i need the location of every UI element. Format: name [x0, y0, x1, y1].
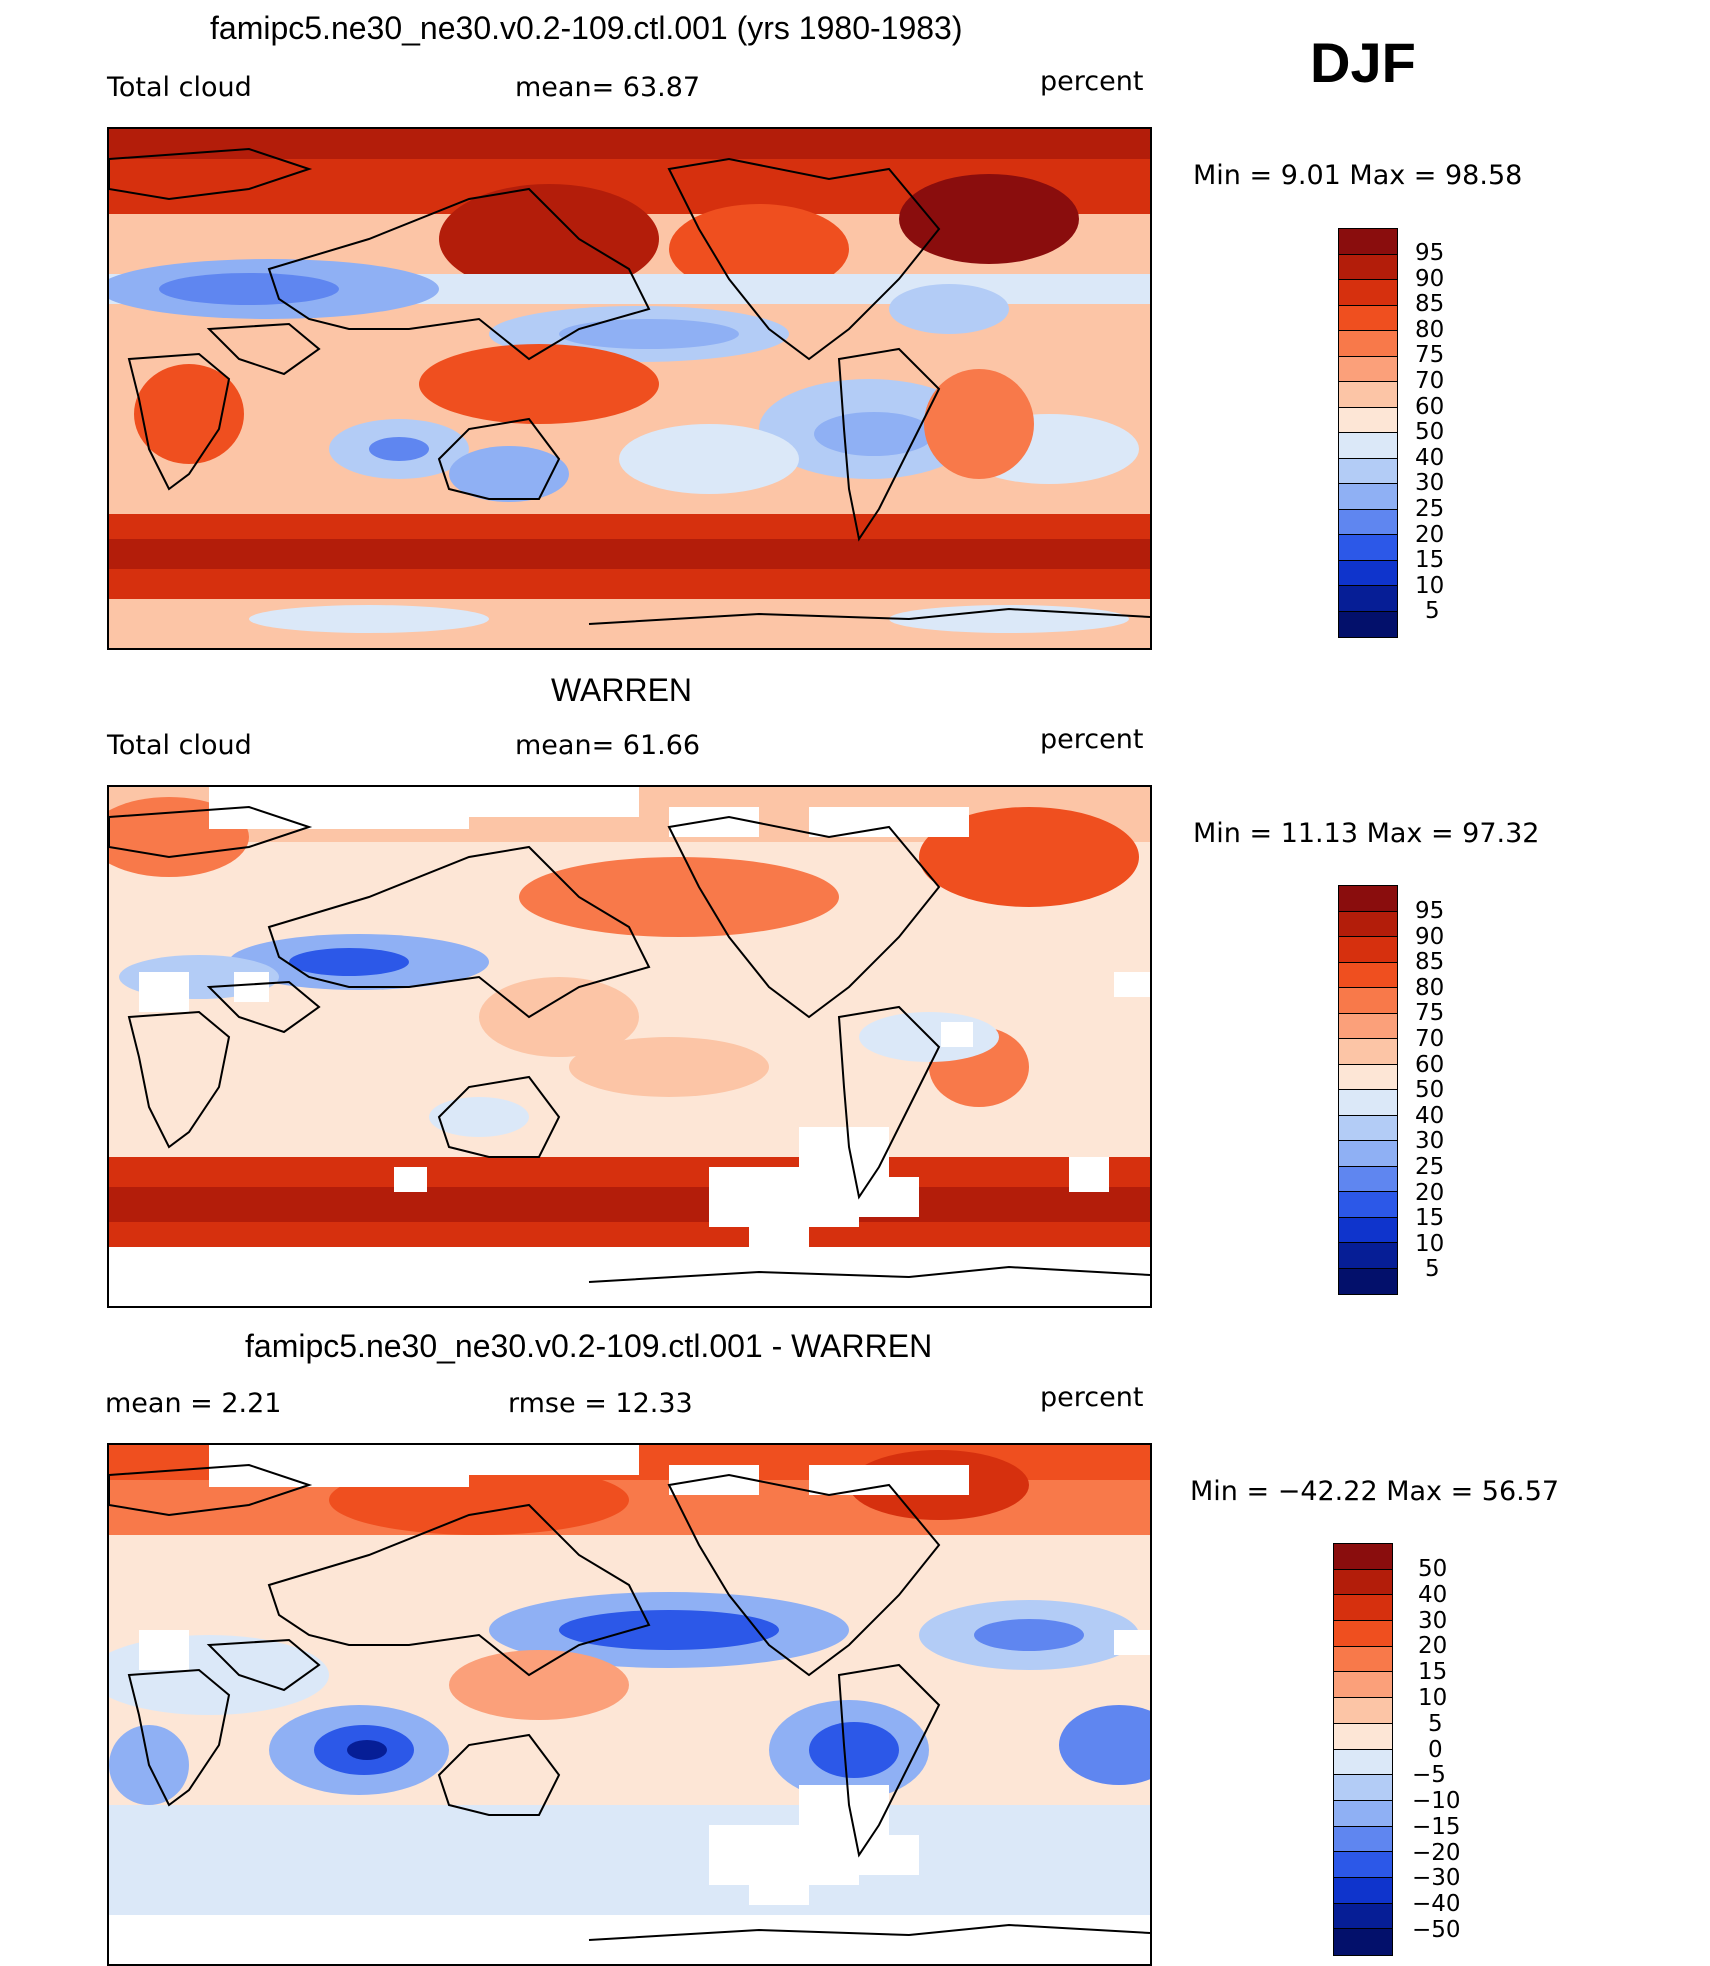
panel3-tick: −20: [1412, 1840, 1461, 1866]
panel3-tick: 0: [1428, 1737, 1443, 1763]
panel1-tick: 10: [1415, 573, 1445, 599]
panel3-tick: −15: [1412, 1814, 1461, 1840]
panel2-colorbar: [1338, 885, 1398, 1295]
panel2-variable-label: Total cloud: [107, 730, 252, 761]
panel3-tick: 40: [1418, 1582, 1448, 1608]
panel1-map: [107, 127, 1152, 650]
panel2-tick: 60: [1415, 1052, 1445, 1078]
panel2-title: WARREN: [551, 672, 693, 708]
panel2-tick: 75: [1415, 1000, 1445, 1026]
panel1-tick: 5: [1425, 598, 1440, 624]
panel2-tick: 30: [1415, 1128, 1445, 1154]
panel1-tick: 30: [1415, 470, 1445, 496]
panel1-tick: 25: [1415, 496, 1445, 522]
panel3-mean-label: mean = 2.21: [105, 1388, 282, 1419]
panel1-tick: 15: [1415, 547, 1445, 573]
panel3-tick: −40: [1412, 1891, 1461, 1917]
panel2-tick: 70: [1415, 1026, 1445, 1052]
panel1-tick: 85: [1415, 291, 1445, 317]
panel3-tick: 50: [1418, 1556, 1448, 1582]
panel2-minmax: Min = 11.13 Max = 97.32: [1193, 818, 1540, 849]
panel2-tick: 85: [1415, 949, 1445, 975]
season-label: DJF: [1310, 31, 1416, 94]
panel2-tick: 5: [1425, 1256, 1440, 1282]
panel1-tick: 70: [1415, 368, 1445, 394]
panel2-mean-label: mean= 61.66: [515, 730, 701, 761]
panel1-title: famipc5.ne30_ne30.v0.2-109.ctl.001 (yrs …: [210, 10, 963, 46]
panel1-tick: 60: [1415, 394, 1445, 420]
panel3-tick: 30: [1418, 1608, 1448, 1634]
panel2-tick: 25: [1415, 1154, 1445, 1180]
panel2-tick: 50: [1415, 1077, 1445, 1103]
panel1-units-label: percent: [1040, 66, 1144, 97]
panel1-tick: 40: [1415, 445, 1445, 471]
panel2-tick: 40: [1415, 1103, 1445, 1129]
panel1-tick: 50: [1415, 419, 1445, 445]
panel3-tick: −30: [1412, 1865, 1461, 1891]
panel3-map: [107, 1443, 1152, 1966]
panel3-rmse-label: rmse = 12.33: [508, 1388, 693, 1419]
panel2-tick: 20: [1415, 1180, 1445, 1206]
panel3-tick: 15: [1418, 1659, 1448, 1685]
panel2-tick: 90: [1415, 924, 1445, 950]
panel3-minmax: Min = −42.22 Max = 56.57: [1190, 1476, 1560, 1507]
panel1-colorbar: [1338, 228, 1398, 638]
panel3-tick: −5: [1412, 1762, 1446, 1788]
panel2-tick: 15: [1415, 1205, 1445, 1231]
panel2-tick: 80: [1415, 975, 1445, 1001]
panel2-tick: 10: [1415, 1231, 1445, 1257]
panel1-tick: 80: [1415, 317, 1445, 343]
panel3-colorbar: [1333, 1543, 1393, 1956]
panel3-title: famipc5.ne30_ne30.v0.2-109.ctl.001 - WAR…: [245, 1328, 933, 1364]
panel3-tick: 5: [1428, 1711, 1443, 1737]
panel3-units-label: percent: [1040, 1382, 1144, 1413]
panel1-tick: 95: [1415, 240, 1445, 266]
panel1-minmax: Min = 9.01 Max = 98.58: [1193, 160, 1523, 191]
panel2-tick: 95: [1415, 898, 1445, 924]
panel3-tick: 20: [1418, 1633, 1448, 1659]
panel1-tick: 90: [1415, 266, 1445, 292]
panel1-tick: 20: [1415, 522, 1445, 548]
panel3-tick: −50: [1412, 1917, 1461, 1943]
panel1-mean-label: mean= 63.87: [515, 72, 701, 103]
panel2-units-label: percent: [1040, 724, 1144, 755]
panel3-tick: 10: [1418, 1685, 1448, 1711]
panel1-tick: 75: [1415, 342, 1445, 368]
panel1-variable-label: Total cloud: [107, 72, 252, 103]
panel2-map: [107, 785, 1152, 1308]
panel3-tick: −10: [1412, 1788, 1461, 1814]
